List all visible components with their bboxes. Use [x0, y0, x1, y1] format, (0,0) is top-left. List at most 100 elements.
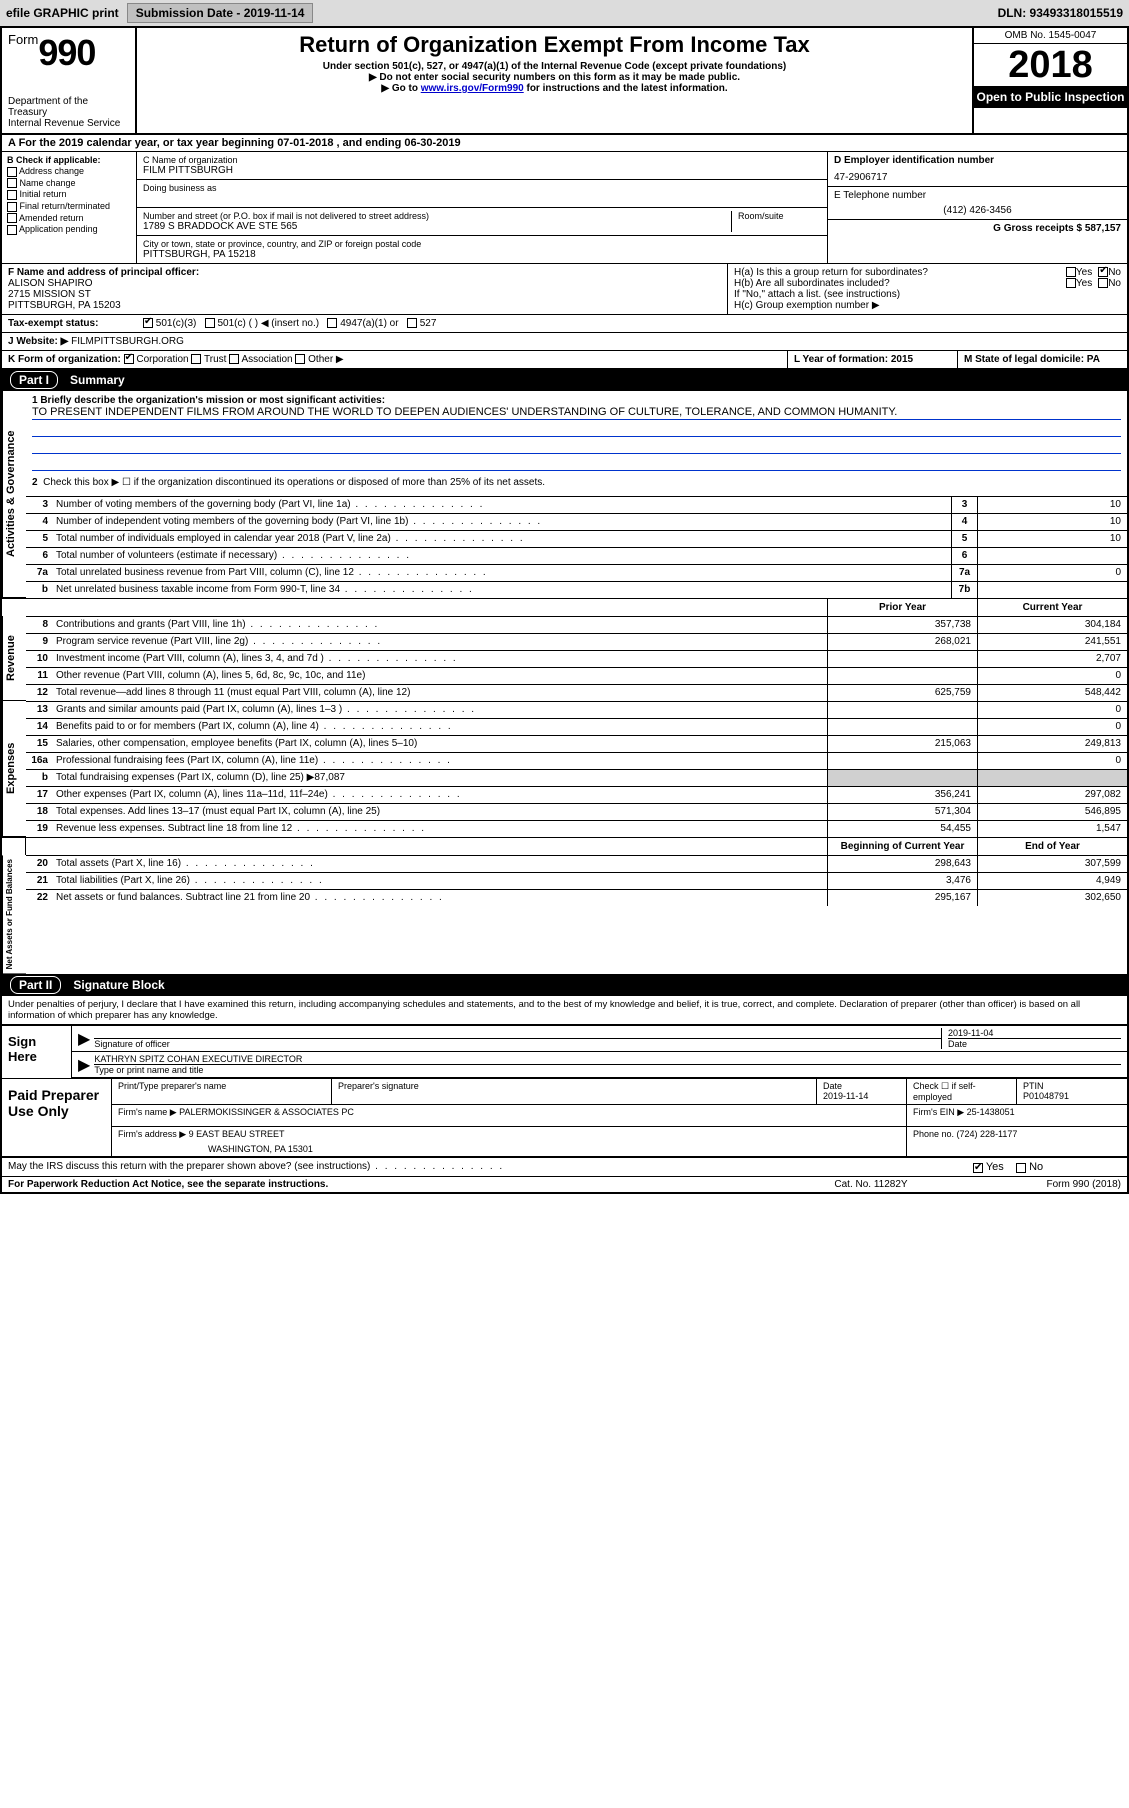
- efile-label: efile GRAPHIC print: [6, 6, 119, 20]
- prior-year-hdr: Prior Year: [827, 599, 977, 616]
- line-15: 15Salaries, other compensation, employee…: [26, 735, 1127, 752]
- irs-discuss-row: May the IRS discuss this return with the…: [2, 1158, 1127, 1176]
- side-label-exp: Expenses: [2, 701, 26, 837]
- opt-501c[interactable]: 501(c) ( ) ◀ (insert no.): [205, 318, 319, 329]
- paid-preparer-label: Paid Preparer Use Only: [2, 1079, 112, 1156]
- part-2-tag: Part II: [10, 976, 61, 994]
- chk-application-pending[interactable]: Application pending: [7, 224, 131, 235]
- omb-number: OMB No. 1545-0047: [974, 28, 1127, 44]
- street-address: 1789 S BRADDOCK AVE STE 565: [143, 221, 731, 232]
- line-19: 19Revenue less expenses. Subtract line 1…: [26, 820, 1127, 837]
- irs-discuss-question: May the IRS discuss this return with the…: [2, 1158, 967, 1176]
- box-c: C Name of organization FILM PITTSBURGH D…: [137, 152, 827, 263]
- line-10: 10Investment income (Part VIII, column (…: [26, 650, 1127, 667]
- header-left: Form990 Department of the Treasury Inter…: [2, 28, 137, 133]
- city-label: City or town, state or province, country…: [143, 239, 821, 249]
- paid-preparer-block: Paid Preparer Use Only Print/Type prepar…: [2, 1078, 1127, 1158]
- q2-label: Check this box ▶ ☐ if the organization d…: [43, 477, 545, 488]
- h-a-yes[interactable]: Yes: [1066, 267, 1092, 278]
- line-13: 13Grants and similar amounts paid (Part …: [26, 701, 1127, 718]
- penalties-declaration: Under penalties of perjury, I declare th…: [2, 996, 1127, 1024]
- irs-yes[interactable]: Yes: [973, 1161, 1004, 1173]
- opt-corporation[interactable]: Corporation: [124, 354, 189, 365]
- line-4: 4Number of independent voting members of…: [26, 513, 1127, 530]
- expenses-section: Expenses 13Grants and similar amounts pa…: [2, 701, 1127, 837]
- footer-row: For Paperwork Reduction Act Notice, see …: [2, 1176, 1127, 1192]
- sign-date-value: 2019-11-04: [948, 1028, 1121, 1038]
- box-h: H(a) Is this a group return for subordin…: [727, 264, 1127, 314]
- box-f: F Name and address of principal officer:…: [2, 264, 727, 314]
- subtitle-1: Under section 501(c), 527, or 4947(a)(1)…: [145, 61, 964, 72]
- gross-receipts: G Gross receipts $ 587,157: [993, 223, 1121, 234]
- sub3-post: for instructions and the latest informat…: [524, 83, 728, 94]
- line-12: 12Total revenue—add lines 8 through 11 (…: [26, 684, 1127, 701]
- chk-final-return[interactable]: Final return/terminated: [7, 201, 131, 212]
- mission-text: TO PRESENT INDEPENDENT FILMS FROM AROUND…: [32, 406, 1121, 420]
- form990-link[interactable]: www.irs.gov/Form990: [421, 83, 524, 94]
- irs-discuss-answer: Yes No: [967, 1158, 1127, 1176]
- chk-amended-return[interactable]: Amended return: [7, 213, 131, 224]
- row-j: J Website: ▶ FILMPITTSBURGH.ORG: [2, 333, 1127, 351]
- dba-label: Doing business as: [143, 183, 821, 193]
- h-b-note: If "No," attach a list. (see instruction…: [734, 289, 1121, 300]
- sign-here-label: Sign Here: [2, 1026, 72, 1078]
- submission-date-button[interactable]: Submission Date - 2019-11-14: [127, 3, 314, 23]
- tax-exempt-opts: 501(c)(3) 501(c) ( ) ◀ (insert no.) 4947…: [137, 315, 1127, 332]
- signature-label: Signature of officer: [94, 1038, 941, 1049]
- officer-name-row: ▶ KATHRYN SPITZ COHAN EXECUTIVE DIRECTOR…: [72, 1052, 1127, 1078]
- public-inspection: Open to Public Inspection: [974, 86, 1127, 108]
- signature-row: ▶ Signature of officer 2019-11-04 Date: [72, 1026, 1127, 1052]
- line-17: 17Other expenses (Part IX, column (A), l…: [26, 786, 1127, 803]
- activities-governance-section: Activities & Governance 1 Briefly descri…: [2, 391, 1127, 598]
- h-c-label: H(c) Group exemption number ▶: [734, 300, 1121, 311]
- line-8: 8Contributions and grants (Part VIII, li…: [26, 616, 1127, 633]
- preparer-row-2: Firm's name ▶ PALERMOKISSINGER & ASSOCIA…: [112, 1105, 1127, 1127]
- eoy-hdr: End of Year: [977, 838, 1127, 855]
- dln-label: DLN: 93493318015519: [998, 6, 1123, 20]
- form-org-label: K Form of organization:: [8, 354, 121, 365]
- h-a-label: H(a) Is this a group return for subordin…: [734, 267, 1066, 278]
- firm-name: Firm's name ▶ PALERMOKISSINGER & ASSOCIA…: [112, 1105, 907, 1126]
- h-b-no[interactable]: No: [1098, 278, 1121, 289]
- current-year-hdr: Current Year: [977, 599, 1127, 616]
- preparer-row-1: Print/Type preparer's name Preparer's si…: [112, 1079, 1127, 1105]
- opt-501c3[interactable]: 501(c)(3): [143, 318, 196, 329]
- firm-phone: Phone no. (724) 228-1177: [907, 1127, 1127, 1156]
- na-col-header: Beginning of Current Year End of Year: [2, 837, 1127, 855]
- box-m: M State of legal domicile: PA: [957, 351, 1127, 368]
- opt-trust[interactable]: Trust: [191, 354, 226, 365]
- opt-other[interactable]: Other ▶: [295, 354, 343, 365]
- side-label-rev: Revenue: [2, 616, 26, 701]
- opt-association[interactable]: Association: [229, 354, 292, 365]
- subtitle-2: ▶ Do not enter social security numbers o…: [145, 72, 964, 83]
- chk-name-change[interactable]: Name change: [7, 178, 131, 189]
- arrow-icon: ▶: [78, 1029, 90, 1049]
- paperwork-notice: For Paperwork Reduction Act Notice, see …: [8, 1179, 771, 1190]
- chk-address-change[interactable]: Address change: [7, 166, 131, 177]
- subtitle-3: ▶ Go to www.irs.gov/Form990 for instruct…: [145, 83, 964, 94]
- line-9: 9Program service revenue (Part VIII, lin…: [26, 633, 1127, 650]
- h-b-yes[interactable]: Yes: [1066, 278, 1092, 289]
- phone-value: (412) 426-3456: [834, 205, 1121, 216]
- ptin-label: PTIN: [1023, 1081, 1121, 1091]
- h-b-label: H(b) Are all subordinates included?: [734, 278, 1066, 289]
- boy-hdr: Beginning of Current Year: [827, 838, 977, 855]
- box-l: L Year of formation: 2015: [787, 351, 957, 368]
- part-1-title: Summary: [70, 373, 125, 387]
- net-assets-section: Net Assets or Fund Balances 20Total asse…: [2, 855, 1127, 974]
- room-label: Room/suite: [738, 211, 821, 221]
- line-16a: 16aProfessional fundraising fees (Part I…: [26, 752, 1127, 769]
- opt-527[interactable]: 527: [407, 318, 436, 329]
- firm-address-2: WASHINGTON, PA 15301: [118, 1144, 900, 1154]
- prep-date-label: Date: [823, 1081, 900, 1091]
- chk-initial-return[interactable]: Initial return: [7, 189, 131, 200]
- h-a-no[interactable]: No: [1098, 267, 1121, 278]
- irs-no[interactable]: No: [1016, 1161, 1043, 1173]
- part-2-title: Signature Block: [73, 978, 164, 992]
- row-fh: F Name and address of principal officer:…: [2, 264, 1127, 315]
- line-16b: bTotal fundraising expenses (Part IX, co…: [26, 769, 1127, 786]
- line-7b: bNet unrelated business taxable income f…: [26, 581, 1127, 598]
- self-employed-check[interactable]: Check ☐ if self-employed: [907, 1079, 1017, 1104]
- website-value: FILMPITTSBURGH.ORG: [71, 336, 184, 347]
- opt-4947[interactable]: 4947(a)(1) or: [327, 318, 398, 329]
